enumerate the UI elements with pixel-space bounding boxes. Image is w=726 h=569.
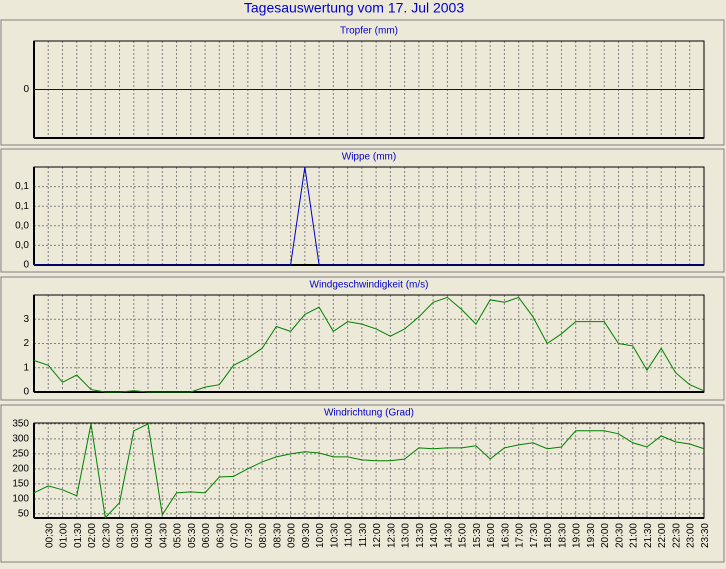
y-tick-label: 3 [23, 314, 29, 325]
y-tick-label: 0 [23, 387, 29, 398]
x-tick-label: 17:00 [515, 523, 526, 548]
x-tick-label: 14:00 [429, 523, 440, 548]
x-tick-label: 00:30 [44, 523, 55, 548]
data-line [33, 423, 705, 519]
x-tick-label: 11:00 [344, 523, 355, 548]
x-tick-label: 19:30 [586, 523, 597, 548]
x-tick-label: 06:00 [201, 523, 212, 548]
panel-title: Wippe (mm) [342, 152, 396, 163]
y-tick-label: 100 [12, 493, 29, 504]
y-tick-label: 350 [12, 419, 29, 430]
x-tick-label: 04:00 [144, 523, 155, 548]
panel-title: Windrichtung (Grad) [324, 408, 414, 419]
x-tick-label: 20:00 [600, 523, 611, 548]
plot-area [34, 295, 704, 392]
x-tick-label: 15:00 [458, 523, 469, 548]
y-tick-label: 250 [12, 449, 29, 460]
y-tick-label: 0,1 [15, 181, 29, 192]
x-tick-label: 07:00 [230, 523, 241, 548]
x-tick-label: 14:30 [443, 523, 454, 548]
x-tick-label: 08:00 [258, 523, 269, 548]
x-tick-label: 15:30 [472, 523, 483, 548]
x-tick-label: 21:30 [643, 523, 654, 548]
x-tick-label: 05:30 [187, 523, 198, 548]
x-tick-label: 02:30 [101, 523, 112, 548]
x-tick-label: 06:30 [215, 523, 226, 548]
y-tick-label: 0 [23, 84, 29, 95]
x-tick-label: 23:00 [686, 523, 697, 548]
plot-area [34, 167, 704, 265]
x-tick-label: 16:30 [500, 523, 511, 548]
y-tick-label: 0,1 [15, 201, 29, 212]
x-tick-label: 20:30 [614, 523, 625, 548]
x-tick-label: 19:00 [572, 523, 583, 548]
data-line [33, 296, 705, 393]
x-tick-label: 12:00 [372, 523, 383, 548]
x-tick-label: 16:00 [486, 523, 497, 548]
data-line [34, 166, 704, 266]
y-tick-label: 50 [18, 508, 30, 519]
x-tick-label: 22:30 [671, 523, 682, 548]
y-tick-label: 2 [23, 338, 29, 349]
page-title: Tagesauswertung vom 17. Jul 2003 [244, 0, 464, 16]
x-tick-label: 01:00 [59, 523, 70, 548]
y-tick-label: 1 [23, 362, 29, 373]
x-tick-label: 07:30 [244, 523, 255, 548]
x-tick-label: 09:00 [287, 523, 298, 548]
y-tick-label: 300 [12, 434, 29, 445]
x-tick-label: 03:30 [130, 523, 141, 548]
y-tick-label: 0,0 [15, 220, 29, 231]
x-tick-label: 12:30 [386, 523, 397, 548]
x-tick-label: 21:00 [629, 523, 640, 548]
x-tick-label: 18:30 [557, 523, 568, 548]
x-tick-label: 09:30 [301, 523, 312, 548]
x-tick-label: 17:30 [529, 523, 540, 548]
panel-frame [0, 404, 725, 563]
y-tick-label: 150 [12, 478, 29, 489]
plot-area [34, 423, 704, 518]
panel-title: Windgeschwindigkeit (m/s) [310, 280, 429, 291]
panel-title: Tropfer (mm) [340, 26, 398, 37]
x-tick-label: 10:30 [329, 523, 340, 548]
x-tick-label: 23:30 [700, 523, 711, 548]
plot-border [33, 294, 705, 393]
x-tick-label: 04:30 [158, 523, 169, 548]
y-tick-label: 200 [12, 463, 29, 474]
x-tick-label: 03:00 [116, 523, 127, 548]
x-tick-label: 13:30 [415, 523, 426, 548]
x-tick-label: 02:00 [87, 523, 98, 548]
x-tick-label: 22:00 [657, 523, 668, 548]
panel-frame [0, 148, 725, 273]
x-tick-label: 08:30 [272, 523, 283, 548]
x-tick-label: 10:00 [315, 523, 326, 548]
x-tick-label: 11:30 [358, 523, 369, 548]
x-tick-label: 05:00 [173, 523, 184, 548]
panel-frame [0, 19, 725, 146]
y-tick-label: 0 [23, 260, 29, 271]
x-tick-label: 01:30 [73, 523, 84, 548]
y-tick-label: 0,0 [15, 240, 29, 251]
panel-frame [0, 276, 725, 401]
x-tick-label: 13:00 [401, 523, 412, 548]
plot-border [33, 422, 705, 519]
x-tick-label: 18:00 [543, 523, 554, 548]
